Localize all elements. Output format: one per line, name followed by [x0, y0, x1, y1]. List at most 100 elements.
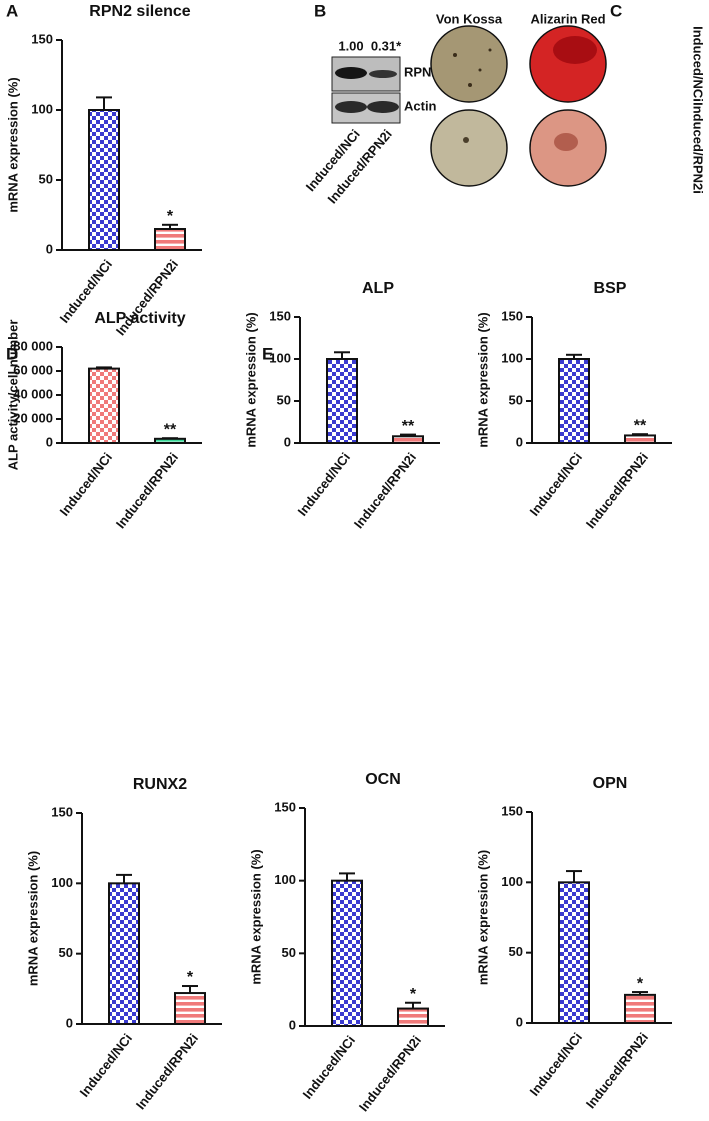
significance-label: ** — [164, 421, 177, 438]
y-tick-label: 100 — [269, 350, 291, 365]
chart-title: RUNX2 — [133, 776, 187, 793]
y-tick-label: 50 — [282, 945, 296, 960]
y-tick-label: 150 — [501, 803, 523, 818]
bar-chart: OPN mRNA expression (%) 0 50 100 150 Induced/N… — [475, 775, 672, 1111]
blot-row-label: Actin — [404, 98, 437, 113]
bar-chart: BSP mRNA expression (%) 0 50 100 150 Induced/N… — [475, 280, 672, 531]
y-tick-label: 50 — [39, 171, 53, 186]
y-axis-label: mRNA expression (%) — [5, 77, 20, 212]
y-tick-label: 100 — [274, 872, 296, 887]
bar-chart: ALP activity ALP activity/cell number 0 20 … — [5, 310, 202, 531]
bar-chart: ALP mRNA expression (%) 0 50 100 150 Induced/N… — [243, 280, 440, 531]
x-tick-label: Induced/RPN2i — [583, 1030, 651, 1112]
y-axis-label: mRNA expression (%) — [475, 850, 490, 985]
band — [369, 70, 397, 78]
stain-area — [553, 36, 597, 64]
y-tick-label: 0 — [46, 434, 53, 449]
y-tick-label: 50 — [509, 392, 523, 407]
panel-letter: E — [262, 344, 273, 363]
panel-letter: C — [610, 1, 622, 20]
chart-title: ALP — [362, 280, 394, 297]
speck — [453, 53, 457, 57]
bar — [174, 992, 206, 1026]
bar — [397, 1007, 429, 1027]
chart-title: OPN — [593, 775, 628, 792]
y-tick-label: 100 — [31, 101, 53, 116]
y-tick-label: 100 — [51, 875, 73, 890]
bar — [558, 881, 590, 1024]
stain-header: Von Kossa — [436, 11, 503, 26]
bar — [88, 109, 120, 251]
panel-letter: A — [6, 1, 18, 20]
blot-row-label: RPN2 — [404, 64, 439, 79]
y-tick-label: 150 — [51, 804, 73, 819]
y-tick-label: 40 000 — [13, 386, 53, 401]
x-tick-label: Induced/NCi — [295, 450, 354, 519]
y-tick-label: 0 — [284, 434, 291, 449]
x-tick-label: Induced/RPN2i — [351, 450, 419, 532]
significance-label: * — [410, 986, 417, 1003]
y-tick-label: 20 000 — [13, 410, 53, 425]
stain-row-label: Induced/NCi — [691, 26, 706, 102]
stain-header: Alizarin Red — [530, 11, 605, 26]
panel-letter: D — [6, 344, 18, 363]
y-tick-label: 50 — [509, 944, 523, 959]
significance-label: ** — [634, 417, 647, 434]
bar — [624, 434, 656, 445]
y-tick-label: 150 — [501, 308, 523, 323]
bar — [326, 358, 358, 444]
y-axis-label: mRNA expression (%) — [475, 312, 490, 447]
chart-title: BSP — [594, 280, 627, 297]
y-tick-label: 100 — [501, 350, 523, 365]
y-tick-label: 0 — [46, 241, 53, 256]
x-tick-label: Induced/NCi — [527, 450, 586, 519]
y-axis-label: ALP activity/cell number — [5, 320, 20, 471]
band — [367, 101, 399, 113]
significance-label: * — [187, 969, 194, 986]
speck — [468, 83, 472, 87]
band — [335, 101, 367, 113]
staining-images: Von Kossa Alizarin Red Induced/NCi Induc… — [430, 11, 706, 194]
chart-title: RPN2 silence — [89, 3, 190, 20]
x-tick-label: Induced/NCi — [527, 1030, 586, 1099]
y-tick-label: 150 — [31, 31, 53, 46]
blot-ratio: 0.31* — [371, 38, 402, 53]
bar — [331, 879, 363, 1028]
y-tick-label: 80 000 — [13, 338, 53, 353]
y-tick-label: 0 — [289, 1017, 296, 1032]
chart-title: OCN — [365, 771, 401, 788]
y-tick-label: 50 — [277, 392, 291, 407]
stain-area — [554, 133, 578, 151]
x-tick-label: Induced/NCi — [77, 1031, 136, 1100]
y-axis-label: mRNA expression (%) — [243, 312, 258, 447]
speck — [478, 68, 482, 72]
western-blot: 1.00 0.31* RPN2 Actin Induced/NCi Induce… — [303, 38, 439, 206]
bar — [88, 367, 120, 445]
well-image — [430, 25, 508, 103]
y-tick-label: 0 — [516, 1014, 523, 1029]
bar — [154, 228, 186, 251]
y-tick-label: 60 000 — [13, 362, 53, 377]
bar — [154, 437, 186, 444]
bar-chart: OCN mRNA expression (%) 0 50 100 150 Induced/N… — [248, 771, 445, 1114]
bar — [392, 435, 424, 444]
y-tick-label: 0 — [516, 434, 523, 449]
y-tick-label: 150 — [274, 799, 296, 814]
chart-title: ALP activity — [94, 310, 185, 327]
panel-letter: B — [314, 1, 326, 20]
y-axis-label: mRNA expression (%) — [25, 851, 40, 986]
band — [335, 67, 367, 79]
y-tick-label: 0 — [66, 1015, 73, 1030]
x-tick-label: Induced/RPN2i — [113, 450, 181, 532]
x-tick-label: Induced/RPN2i — [356, 1033, 424, 1115]
bar — [558, 358, 590, 444]
significance-label: * — [637, 975, 644, 992]
bar — [624, 993, 656, 1024]
y-tick-label: 50 — [59, 945, 73, 960]
blot-ratio: 1.00 — [338, 38, 363, 53]
speck — [463, 137, 469, 143]
x-tick-label: Induced/NCi — [57, 450, 116, 519]
bar — [108, 882, 140, 1025]
x-tick-label: Induced/NCi — [300, 1033, 359, 1102]
